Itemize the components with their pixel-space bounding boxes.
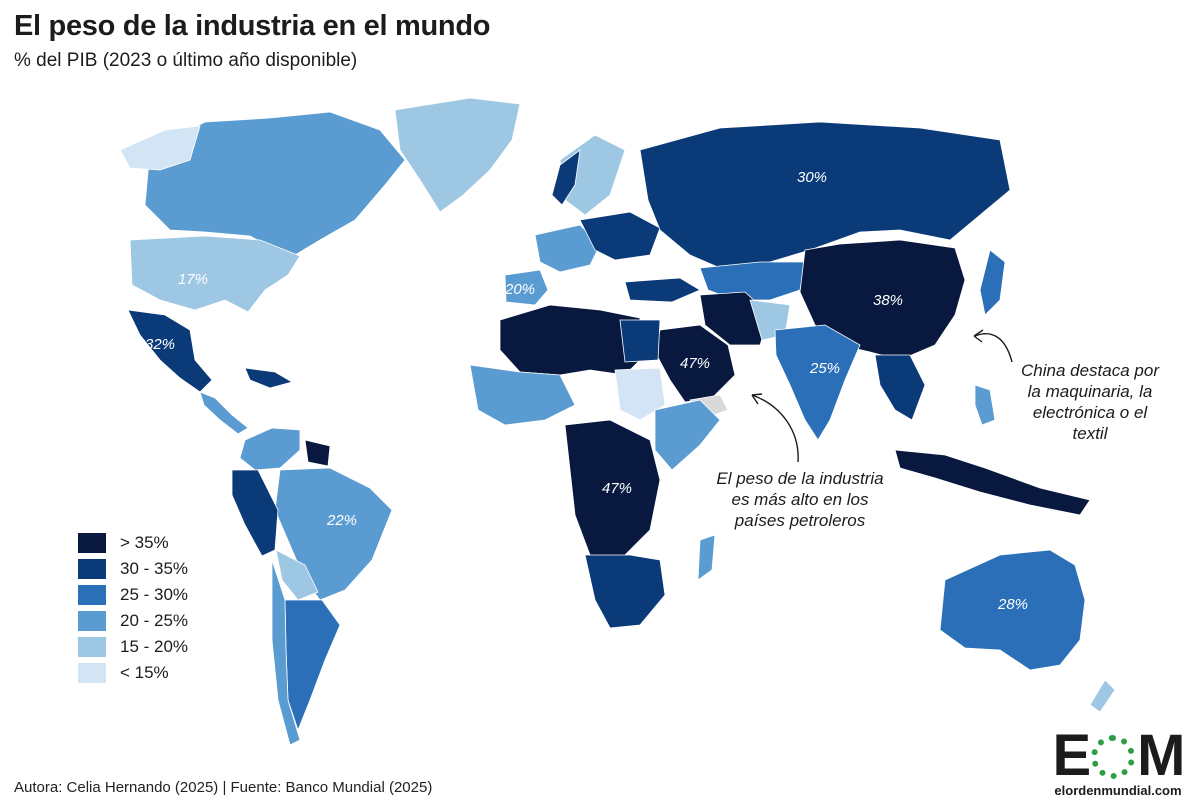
legend: > 35% 30 - 35% 25 - 30% 20 - 25% 15 - 20… [78, 530, 188, 686]
annotation-oil-line: es más alto en los [731, 490, 869, 509]
arrow-oil-head [751, 393, 763, 405]
region-canada [144, 111, 406, 259]
arrow-china-head [973, 329, 984, 343]
value-label-mexico: 32% [145, 336, 175, 353]
region-egypt [619, 319, 661, 363]
value-label-central-africa: 47% [602, 480, 632, 497]
map-title: El peso de la industria en el mundo [14, 10, 491, 42]
value-label-brazil: 22% [326, 512, 357, 529]
region-peru [231, 469, 279, 557]
region-southern-africa [584, 554, 666, 629]
region-central-africa [564, 419, 661, 561]
region-iberia [504, 269, 549, 306]
region-russia [639, 121, 1011, 269]
annotation-oil-line: El peso de la industria [716, 469, 884, 488]
value-label-china: 38% [873, 292, 903, 309]
legend-label: 25 - 30% [120, 585, 189, 604]
region-guianas [304, 439, 331, 467]
legend-swatch [78, 585, 106, 605]
legend-item: 15 - 20% [78, 634, 188, 660]
region-philippines [974, 384, 996, 426]
region-north-africa [499, 304, 641, 376]
region-colombia-venezuela [239, 427, 301, 471]
logo-letter-m: M [1137, 723, 1185, 788]
legend-label: 15 - 20% [120, 637, 189, 656]
value-label-russia: 30% [797, 169, 827, 186]
region-greenland [394, 97, 521, 213]
legend-label: < 15% [120, 663, 169, 682]
annotation-china-line: China destaca por [1021, 361, 1159, 380]
region-new-zealand [1089, 679, 1116, 713]
region-turkey [624, 277, 701, 303]
value-label-saudi: 47% [680, 355, 710, 372]
legend-item: > 35% [78, 530, 188, 556]
annotation-china-line: la maquinaria, la [1027, 382, 1153, 401]
logo-letter-e: E [1052, 723, 1091, 788]
legend-label: 30 - 35% [120, 559, 189, 578]
region-alaska [119, 125, 201, 171]
legend-label: > 35% [120, 533, 169, 552]
region-sudan [614, 367, 666, 421]
region-southeast-asia [874, 354, 926, 421]
logo-globe-icon [1091, 735, 1136, 779]
region-central-asia [699, 261, 806, 301]
arrow-oil [751, 394, 799, 463]
region-east-africa [654, 399, 721, 471]
legend-item: < 15% [78, 660, 188, 686]
region-usa [129, 235, 301, 313]
legend-swatch [78, 663, 106, 683]
legend-item: 25 - 30% [78, 582, 188, 608]
region-west-africa [469, 364, 576, 426]
legend-swatch [78, 637, 106, 657]
region-indonesia [894, 449, 1091, 516]
legend-swatch [78, 559, 106, 579]
arrow-china [974, 333, 1013, 363]
region-mexico [127, 309, 213, 393]
value-label-australia: 28% [997, 596, 1028, 613]
region-china [799, 239, 966, 361]
legend-label: 20 - 25% [120, 611, 189, 630]
annotation-oil-line: países petroleros [734, 511, 866, 530]
logo-url: elordenmundial.com [1054, 783, 1182, 798]
value-label-india: 25% [809, 360, 840, 377]
region-madagascar [697, 534, 716, 581]
map-subtitle: % del PIB (2023 o último año disponible) [14, 50, 358, 71]
region-norway [551, 149, 581, 206]
legend-swatch [78, 533, 106, 553]
region-australia [939, 549, 1086, 671]
source-credit: Autora: Celia Hernando (2025) | Fuente: … [14, 779, 433, 796]
annotation-china-line: electrónica o el [1032, 403, 1148, 422]
region-eastern-europe [579, 211, 661, 261]
value-label-spain: 20% [504, 281, 535, 298]
legend-swatch [78, 611, 106, 631]
region-india [774, 324, 861, 441]
value-label-usa: 17% [178, 271, 208, 288]
region-western-europe [534, 224, 601, 273]
region-bolivia-paraguay [275, 549, 319, 601]
region-argentina [284, 599, 341, 732]
legend-item: 30 - 35% [78, 556, 188, 582]
region-central-america [199, 391, 249, 435]
region-caribbean [244, 367, 294, 389]
annotation-china: China destaca por la maquinaria, la elec… [990, 360, 1190, 444]
region-chile [271, 559, 301, 746]
region-japan [979, 249, 1006, 316]
annotation-oil: El peso de la industria es más alto en l… [700, 468, 900, 531]
annotation-china-line: textil [1072, 424, 1108, 443]
legend-item: 20 - 25% [78, 608, 188, 634]
